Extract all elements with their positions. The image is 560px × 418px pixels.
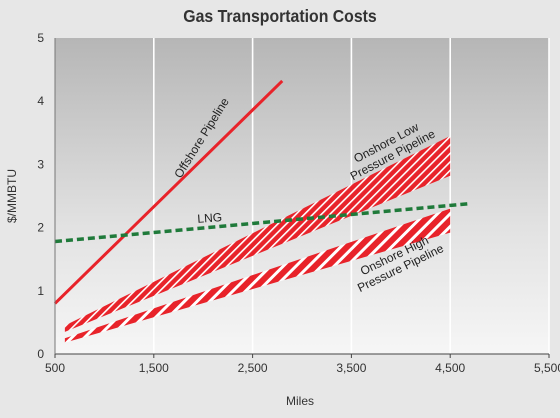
x-tick-label: 3,500 — [336, 361, 366, 375]
y-tick-label: 5 — [37, 31, 44, 45]
x-tick-label: 1,500 — [139, 361, 169, 375]
y-tick-label: 4 — [37, 94, 44, 108]
band-onshore-high-pressure-pipeline — [64, 208, 451, 343]
y-tick-label: 2 — [37, 221, 44, 235]
band-onshore-low-pressure-pipeline — [64, 135, 451, 332]
hatched-bands — [64, 135, 451, 343]
x-tick-label: 500 — [45, 361, 65, 375]
x-axis-label: Miles — [286, 394, 314, 408]
line-offshore-pipeline — [53, 79, 284, 305]
line-lng — [54, 201, 471, 244]
y-tick-label: 0 — [37, 347, 44, 361]
x-tick-label: 4,500 — [435, 361, 465, 375]
y-axis-label: $/MMBTU — [5, 169, 19, 223]
y-tick-label: 1 — [37, 284, 44, 298]
axis-ticks: 500 1,500 2,500 3,500 4,500 5,500 0 1 2 3 4 5 — [37, 31, 560, 375]
x-tick-label: 5,500 — [534, 361, 560, 375]
x-tick-label: 2,500 — [238, 361, 268, 375]
chart-title: Gas Transportation Costs — [183, 6, 376, 26]
series-label: LNG — [197, 210, 223, 226]
plot-area — [55, 38, 549, 354]
y-tick-label: 3 — [37, 157, 44, 171]
series-lines — [53, 79, 471, 305]
